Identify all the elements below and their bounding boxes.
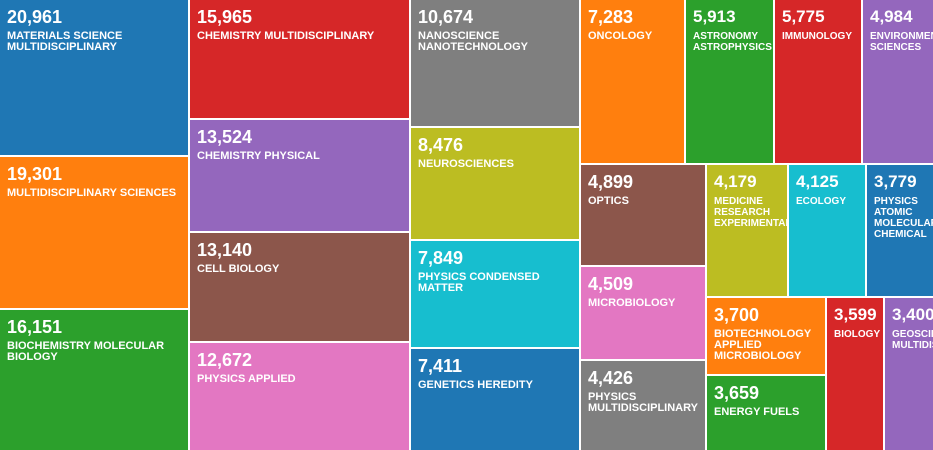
tile-label: PHYSICS MULTIDISCIPLINARY [588, 391, 698, 414]
tile-label: CHEMISTRY PHYSICAL [197, 150, 320, 162]
tile-value: 5,913 [693, 7, 736, 26]
treemap-tile[interactable]: 4,509 MICROBIOLOGY [581, 267, 705, 359]
tile-label: CHEMISTRY MULTIDISCIPLINARY [197, 30, 375, 42]
tile-value: 3,400 [892, 305, 933, 324]
treemap-tile[interactable]: 12,672 PHYSICS APPLIED [190, 343, 409, 450]
tile-label: ASTRONOMY ASTROPHYSICS [693, 31, 772, 53]
tile-label: BIOLOGY [834, 329, 881, 340]
tile-label: PHYSICS ATOMIC MOLECULAR CHEMICAL [874, 196, 933, 240]
tile-label: GEOSCIENCES MULTIDISCIPLINARY [892, 329, 933, 351]
tile-label: GENETICS HEREDITY [418, 379, 533, 391]
treemap-tile[interactable]: 4,984 ENVIRONMENTAL SCIENCES [863, 0, 933, 163]
tile-value: 7,411 [418, 356, 463, 376]
treemap-tile[interactable]: 13,524 CHEMISTRY PHYSICAL [190, 120, 409, 231]
treemap-tile[interactable]: 13,140 CELL BIOLOGY [190, 233, 409, 341]
tile-value: 13,524 [197, 127, 253, 147]
treemap-tile[interactable]: 3,779 PHYSICS ATOMIC MOLECULAR CHEMICAL [867, 165, 933, 296]
treemap-tile[interactable]: 10,674 NANOSCIENCE NANOTECHNOLOGY [411, 0, 579, 126]
tile-value: 19,301 [7, 164, 63, 184]
tile-value: 5,775 [782, 7, 825, 26]
tile-value: 13,140 [197, 240, 253, 260]
tile-label: ENVIRONMENTAL SCIENCES [870, 31, 933, 53]
treemap-tile[interactable]: 7,411 GENETICS HEREDITY [411, 349, 579, 450]
treemap-tile[interactable]: 5,775 IMMUNOLOGY [775, 0, 861, 163]
tile-label: PHYSICS CONDENSED MATTER [418, 271, 540, 294]
tile-label: NANOSCIENCE NANOTECHNOLOGY [418, 30, 528, 53]
treemap-tile[interactable]: 4,179 MEDICINE RESEARCH EXPERIMENTAL [707, 165, 787, 296]
treemap-tile[interactable]: 8,476 NEUROSCIENCES [411, 128, 579, 239]
tile-value: 4,509 [588, 274, 634, 294]
tile-value: 4,984 [870, 7, 913, 26]
tile-value: 20,961 [7, 7, 63, 27]
treemap-tile[interactable]: 19,301 MULTIDISCIPLINARY SCIENCES [0, 157, 188, 308]
tile-label: MULTIDISCIPLINARY SCIENCES [7, 187, 177, 199]
treemap-tile[interactable]: 20,961 MATERIALS SCIENCE MULTIDISCIPLINAR… [0, 0, 188, 155]
tile-label: BIOTECHNOLOGY APPLIED MICROBIOLOGY [714, 328, 811, 362]
tile-label: MEDICINE RESEARCH EXPERIMENTAL [714, 196, 787, 229]
tile-value: 4,899 [588, 172, 634, 192]
tile-label: NEUROSCIENCES [418, 158, 514, 170]
treemap-tile[interactable]: 3,599 BIOLOGY [827, 298, 883, 450]
tile-label: MICROBIOLOGY [588, 297, 676, 309]
tile-value: 4,426 [588, 368, 634, 388]
tile-label: OPTICS [588, 195, 629, 207]
tile-value: 16,151 [7, 317, 63, 337]
tile-label: IMMUNOLOGY [782, 31, 852, 42]
tile-value: 15,965 [197, 7, 253, 27]
tile-value: 3,659 [714, 383, 760, 403]
treemap-tile[interactable]: 3,659 ENERGY FUELS [707, 376, 825, 450]
tile-value: 7,283 [588, 7, 634, 27]
tile-label: PHYSICS APPLIED [197, 373, 296, 385]
tile-label: MATERIALS SCIENCE MULTIDISCIPLINARY [7, 30, 123, 53]
treemap-tile[interactable]: 16,151 BIOCHEMISTRY MOLECULAR BIOLOGY [0, 310, 188, 450]
tile-value: 4,179 [714, 172, 757, 191]
tile-value: 7,849 [418, 248, 464, 268]
tile-value: 3,599 [834, 305, 877, 324]
treemap-tile[interactable]: 3,700 BIOTECHNOLOGY APPLIED MICROBIOLOGY [707, 298, 825, 374]
treemap-tile[interactable]: 15,965 CHEMISTRY MULTIDISCIPLINARY [190, 0, 409, 118]
tile-value: 3,779 [874, 172, 917, 191]
tile-value: 8,476 [418, 135, 464, 155]
tile-value: 12,672 [197, 350, 253, 370]
tile-value: 4,125 [796, 172, 839, 191]
treemap-tile[interactable]: 4,426 PHYSICS MULTIDISCIPLINARY [581, 361, 705, 450]
treemap-tile[interactable]: 7,849 PHYSICS CONDENSED MATTER [411, 241, 579, 347]
treemap-tile[interactable]: 3,400 GEOSCIENCES MULTIDISCIPLINARY [885, 298, 933, 450]
tile-label: CELL BIOLOGY [197, 263, 280, 275]
tile-label: ECOLOGY [796, 196, 847, 207]
tile-value: 10,674 [418, 7, 474, 27]
treemap-tile[interactable]: 5,913 ASTRONOMY ASTROPHYSICS [686, 0, 773, 163]
tile-label: ENERGY FUELS [714, 406, 800, 418]
treemap-tile[interactable]: 4,125 ECOLOGY [789, 165, 865, 296]
tile-label: BIOCHEMISTRY MOLECULAR BIOLOGY [7, 340, 165, 363]
tile-value: 3,700 [714, 305, 760, 325]
treemap-tile[interactable]: 7,283 ONCOLOGY [581, 0, 684, 163]
treemap-tile[interactable]: 4,899 OPTICS [581, 165, 705, 265]
tile-label: ONCOLOGY [588, 30, 653, 42]
